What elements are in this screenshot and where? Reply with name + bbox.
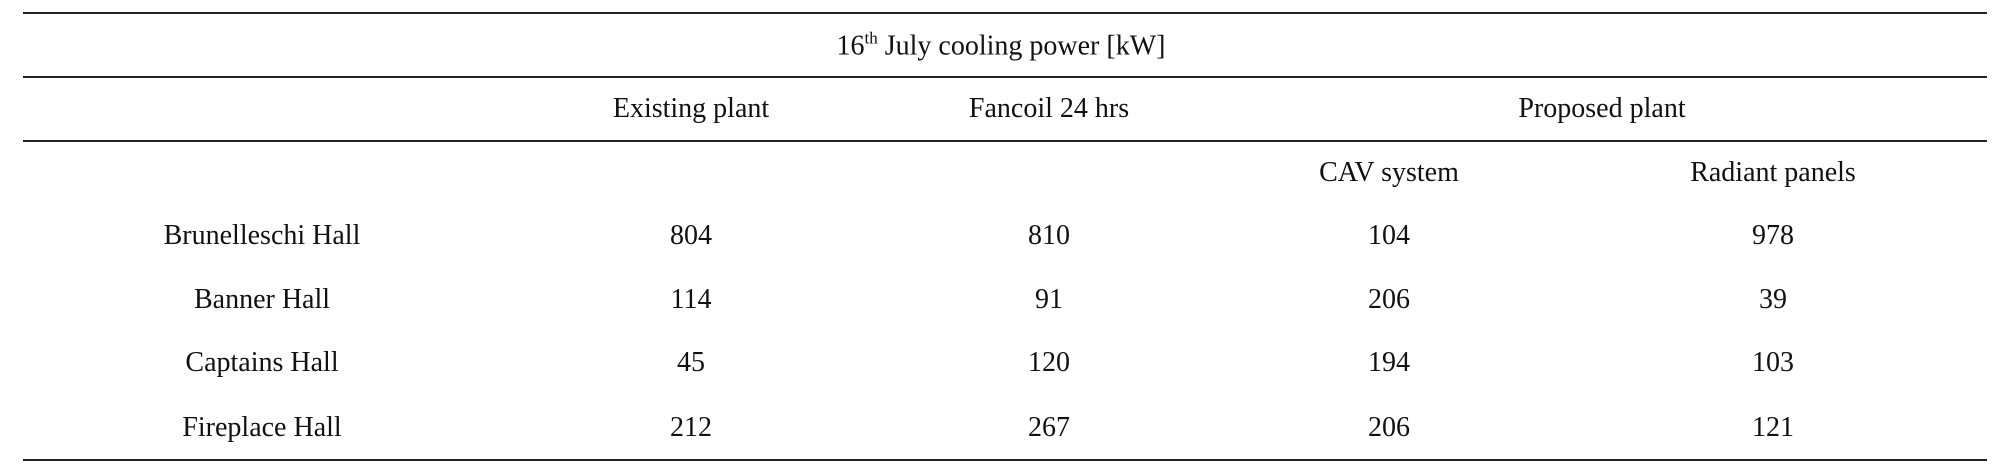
title-rule (23, 76, 1987, 78)
table-cell: 206 (1368, 412, 1410, 443)
column-header: Proposed plant (1518, 93, 1686, 124)
column-header: Fancoil 24 hrs (968, 93, 1130, 124)
bottom-rule (23, 459, 1987, 461)
top-rule (23, 12, 1987, 14)
table-cell: 810 (1028, 220, 1070, 251)
table-cell: 103 (1752, 347, 1794, 378)
table-cell: 104 (1368, 220, 1410, 251)
table-cell: 121 (1752, 412, 1794, 443)
table-cell: 267 (1028, 412, 1070, 443)
table-cell: 91 (1035, 284, 1063, 315)
title-number: 16 (836, 30, 865, 62)
row-label: Fireplace Hall (182, 412, 342, 443)
table-cell: 194 (1368, 347, 1410, 378)
title-superscript: th (864, 28, 878, 48)
table-cell: 45 (677, 347, 705, 378)
table-cell: 804 (670, 220, 712, 251)
table-title: 16th July cooling power [kW] (0, 30, 2002, 61)
table-cell: 39 (1759, 284, 1787, 315)
table-cell: 212 (670, 412, 712, 443)
table-cell: 120 (1028, 347, 1070, 378)
subcolumn-header: CAV system (1319, 157, 1459, 188)
title-text: July cooling power [kW] (884, 30, 1166, 62)
row-label: Captains Hall (185, 347, 339, 378)
column-header: Existing plant (612, 93, 770, 124)
header-rule (23, 140, 1987, 142)
table-cell: 206 (1368, 284, 1410, 315)
subcolumn-header: Radiant panels (1690, 157, 1856, 188)
row-label: Banner Hall (193, 284, 331, 315)
table-cell: 114 (670, 284, 712, 315)
row-label: Brunelleschi Hall (163, 220, 361, 251)
table-cell: 978 (1752, 220, 1794, 251)
